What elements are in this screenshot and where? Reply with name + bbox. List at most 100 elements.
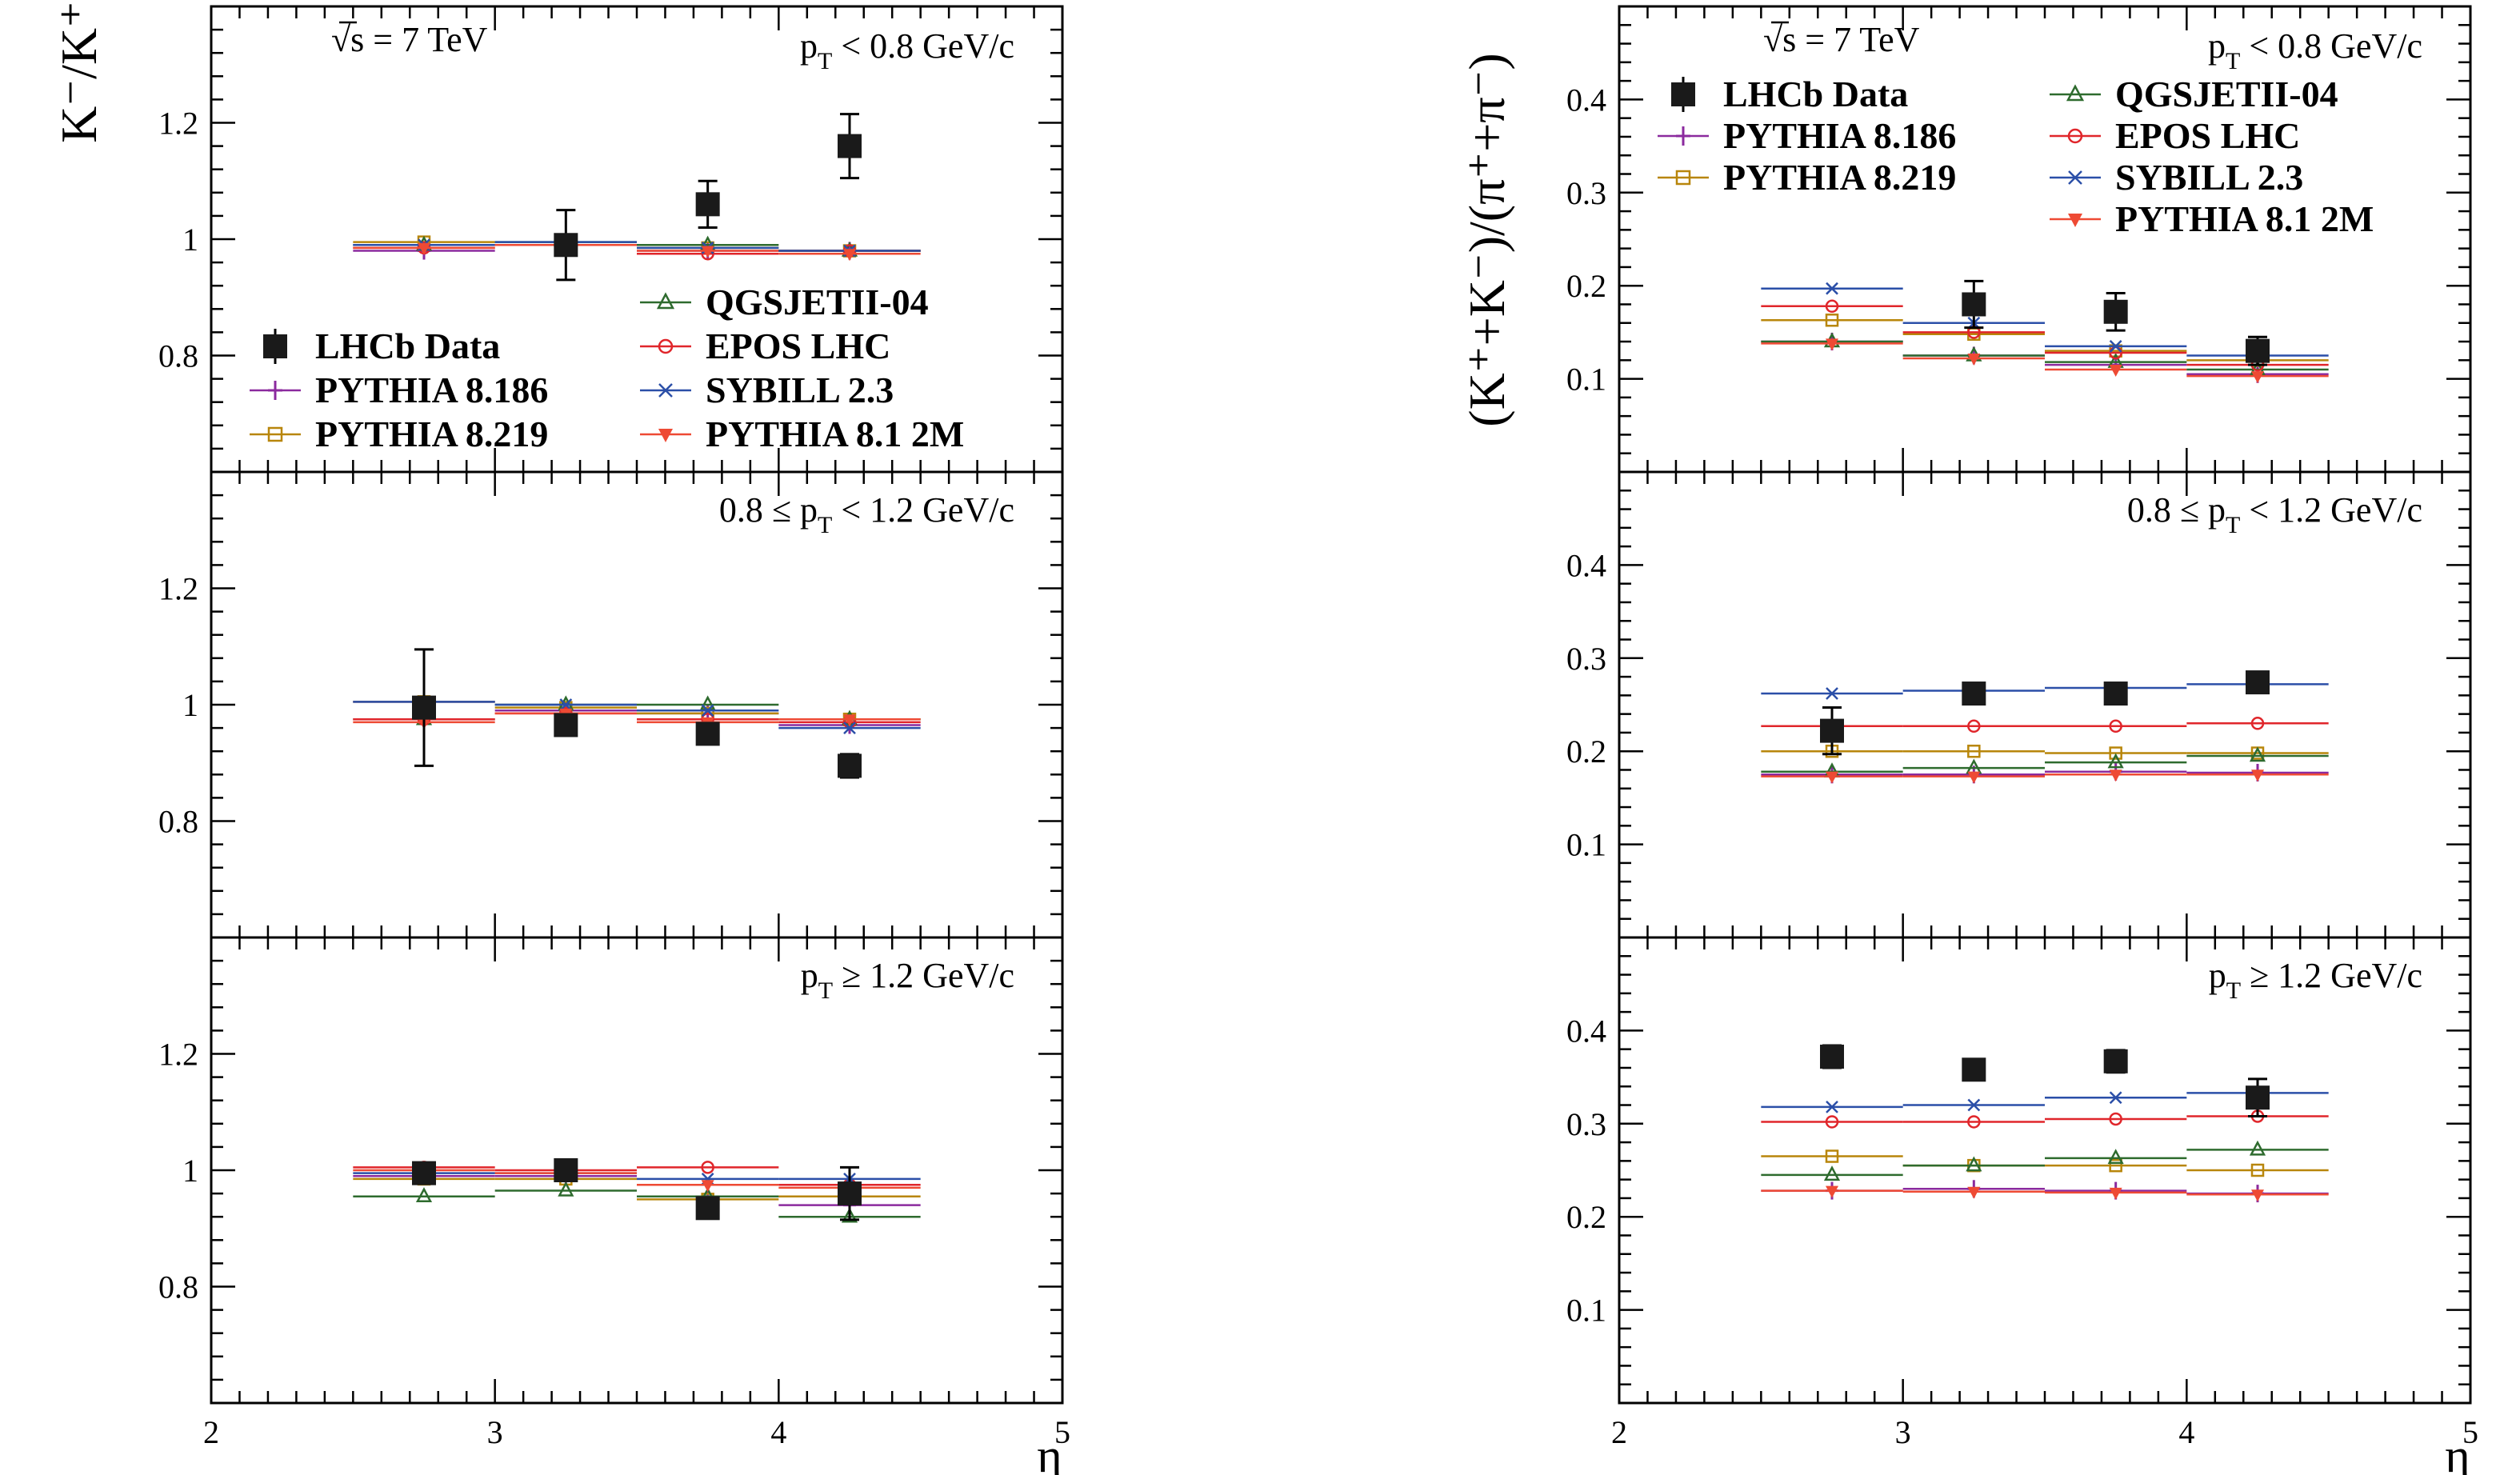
legend-marker xyxy=(656,292,675,310)
y-tick-label: 0.4 xyxy=(1566,82,1606,118)
legend-label: EPOS LHC xyxy=(2115,115,2300,156)
chart-2-panel-2: 0.1 0.2 0.3 0.4 0.8 ≤ pT < 1.2 GeV/c xyxy=(1566,470,2472,939)
epos-lhc-marker xyxy=(701,1161,714,1174)
data-point xyxy=(2103,299,2128,324)
legend-item-pythia-8-1-2m: PYTHIA 8.1 2M xyxy=(2050,198,2374,239)
data-point xyxy=(695,192,720,217)
chart-1-panel-2: 0.8 1 1.2 0.8 ≤ pT < 1.2 GeV/c xyxy=(158,470,1064,939)
legend-item-pythia-8-1-2m: PYTHIA 8.1 2M xyxy=(640,414,964,454)
pythia-8-1-2m-marker xyxy=(1967,353,1981,366)
panel-pt-label: pT < 0.8 GeV/c xyxy=(2208,26,2422,74)
chart-1-panel-3: 0.8 1 1.2 pT ≥ 1.2 GeV/c 2 3 4 5η xyxy=(158,936,1070,1475)
panel-pt-label-part: < 1.2 GeV/c xyxy=(2240,490,2422,530)
sybill-2-3-marker xyxy=(2109,1091,2122,1105)
legend-item-pythia-8-219: PYTHIA 8.219 xyxy=(1658,157,1956,198)
epos-lhc-marker xyxy=(1825,1115,1839,1129)
panel-pt-label-part: < 1.2 GeV/c xyxy=(832,490,1014,530)
panel-frame xyxy=(1618,936,2472,1405)
legend-label: PYTHIA 8.1 2M xyxy=(706,414,964,454)
panel-pt-label: 0.8 ≤ pT < 1.2 GeV/c xyxy=(2127,490,2422,538)
data-point xyxy=(554,233,578,258)
data-point xyxy=(838,753,862,778)
y-tick-label: 1.2 xyxy=(158,1037,198,1073)
legend-label: EPOS LHC xyxy=(706,326,890,366)
legend-marker xyxy=(2068,214,2082,227)
panel-pt-label-sub: T xyxy=(818,48,832,74)
legend-marker xyxy=(658,383,673,398)
legend-marker xyxy=(263,334,287,358)
data-point xyxy=(838,1181,862,1206)
legend-marker xyxy=(2067,128,2083,144)
panel-pt-label-sub: T xyxy=(2226,977,2241,1004)
panel-pt-label-part: p xyxy=(800,26,818,66)
legend-label: PYTHIA 8.1 2M xyxy=(2115,198,2374,239)
data-point xyxy=(554,713,578,738)
pythia-8-1-2m-marker xyxy=(418,242,430,255)
qgsjetii-04-marker xyxy=(2249,1140,2266,1156)
legend-label: LHCb Data xyxy=(1723,74,1908,114)
data-point xyxy=(2103,1049,2128,1073)
qgsjetii-04-marker xyxy=(1966,1156,1982,1172)
pythia-8-219-marker xyxy=(1825,1149,1839,1163)
y-tick-label: 0.2 xyxy=(1566,268,1606,304)
x-tick-label: 4 xyxy=(770,1414,786,1450)
legend-item-pythia-8-219: PYTHIA 8.219 xyxy=(250,414,548,454)
y-tick-label: 0.2 xyxy=(1566,734,1606,769)
epos-lhc-marker xyxy=(2109,1112,2122,1126)
y-axis-title: K⁻/K⁺ xyxy=(50,1,107,143)
qgsjetii-04-marker xyxy=(841,1207,858,1223)
legend-marker xyxy=(658,429,673,442)
y-tick-label: 0.3 xyxy=(1566,1106,1606,1142)
y-tick-label: 0.8 xyxy=(158,804,198,840)
data-point xyxy=(1820,1044,1844,1069)
data-point xyxy=(1962,292,1986,317)
y-tick-label: 1.2 xyxy=(158,106,198,142)
x-tick-label: 5 xyxy=(2462,1414,2478,1450)
panel-frame xyxy=(1618,470,2472,939)
panel-pt-label-sub: T xyxy=(818,977,833,1004)
pythia-8-219-marker xyxy=(2250,1163,2265,1177)
pythia-8-1-2m-marker xyxy=(843,714,856,727)
panel-pt-label: pT ≥ 1.2 GeV/c xyxy=(801,956,1014,1004)
sybill-2-3-marker xyxy=(843,722,856,734)
y-tick-label: 0.1 xyxy=(1566,1293,1606,1329)
qgsjetii-04-marker xyxy=(415,1187,433,1202)
pythia-8-1-2m-marker xyxy=(2251,371,2264,384)
panel-pt-label-part: ≥ 1.2 GeV/c xyxy=(2241,956,2422,995)
legend-label: SYBILL 2.3 xyxy=(706,370,894,410)
pythia-8-1-2m-marker xyxy=(701,1180,714,1193)
sybill-2-3-marker xyxy=(1826,1100,1838,1113)
sybill-2-3-marker xyxy=(701,704,714,718)
chart-2-panel-1: 0.1 0.2 0.3 0.4 pT < 0.8 GeV/c √s = 7 TeV LHCb… xyxy=(1566,5,2472,474)
data-point xyxy=(695,722,720,746)
y-tick-label: 0.2 xyxy=(1566,1199,1606,1235)
pythia-8-219-marker xyxy=(1967,744,1981,758)
legend-label: LHCb Data xyxy=(315,326,500,366)
panel-pt-label-part: p xyxy=(801,956,818,995)
sybill-2-3-marker xyxy=(1826,687,1838,700)
y-tick-label: 0.4 xyxy=(1566,1013,1606,1049)
pythia-8-1-2m-marker xyxy=(2109,1187,2122,1200)
data-point xyxy=(1962,1057,1986,1082)
panel-pt-label-part: < 0.8 GeV/c xyxy=(2240,26,2422,66)
legend-label: QGSJETII-04 xyxy=(2115,74,2338,114)
panel-pt-label-sub: T xyxy=(818,512,832,538)
pythia-8-1-2m-marker xyxy=(701,246,714,258)
epos-lhc-marker xyxy=(2109,719,2122,734)
y-tick-label: 1 xyxy=(182,222,198,258)
legend-label: PYTHIA 8.186 xyxy=(315,370,548,410)
legend-item-epos-lhc: EPOS LHC xyxy=(2050,115,2300,156)
chart-1-panel-1: 0.8 1 1.2 pT < 0.8 GeV/c √s = 7 TeV LHCb Data… xyxy=(158,5,1064,474)
epos-lhc-marker xyxy=(1825,299,1839,314)
y-tick-label: 1.2 xyxy=(158,571,198,607)
legend-marker xyxy=(2068,170,2082,185)
legend-marker xyxy=(658,338,674,354)
y-tick-label: 0.4 xyxy=(1566,547,1606,583)
data-point xyxy=(838,134,862,158)
legend-label: PYTHIA 8.186 xyxy=(1723,115,1956,156)
legend-item-sybill-2-3: SYBILL 2.3 xyxy=(640,370,894,410)
legend-item-qgsjetii-04: QGSJETII-04 xyxy=(2050,74,2338,114)
